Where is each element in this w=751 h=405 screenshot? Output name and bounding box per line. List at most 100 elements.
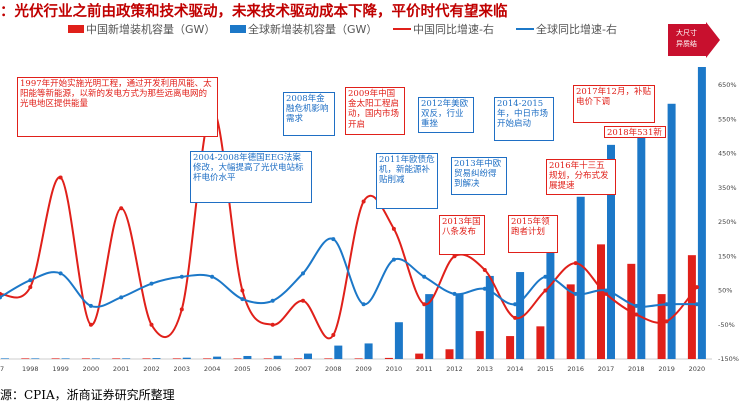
annotation-2018: 2018年531新政 [604,126,666,138]
legend-china-capacity: 中国新增装机容量（GW） [86,22,215,36]
point-global-2004 [210,274,215,279]
point-global-2008 [331,237,336,242]
point-china-2012 [452,254,457,259]
annotation-2013-policy: 2013年国八条发布 [439,215,485,255]
point-china-2016 [573,261,578,266]
bar-global-97 [1,358,9,359]
point-china-2011 [422,302,427,307]
point-global-2010 [391,257,396,262]
bar-china-2013 [475,331,484,359]
bar-global-2005 [243,355,252,359]
bar-global-2011 [425,294,434,359]
bar-china-2007 [294,358,302,359]
bar-china-1999 [51,358,60,359]
point-global-2020 [694,302,699,307]
point-china-2003 [179,307,184,312]
point-global-2002 [149,281,154,286]
legend-swatch-china-capacity [68,25,84,33]
point-china-2008 [331,333,336,338]
point-china-2007 [301,298,305,303]
x-tick-2010: 2010 [386,365,403,373]
x-tick-97: 97 [0,365,4,373]
legend-swatch-global-capacity [230,25,246,33]
x-tick-2006: 2006 [264,365,281,373]
point-china-2002 [149,322,154,327]
right-tick-2: 450% [718,150,737,158]
bar-global-2002 [152,358,161,359]
x-tick-2000: 2000 [83,365,100,373]
right-tick-6: 50% [718,287,732,295]
arrow-badge-text-2: 异质结 [676,39,697,48]
bar-global-2015 [546,250,555,359]
right-tick-4: 250% [718,218,737,226]
point-china-97 [0,291,2,296]
annotation-2009: 2009年中国金太阳工程启动，国内市场开启 [345,87,405,135]
bar-china-2008 [324,358,333,359]
point-global-2012 [452,291,457,296]
legend-global-growth: 全球同比增速-右 [536,22,617,36]
point-china-2005 [240,288,245,293]
bar-china-2001 [112,358,121,359]
annotation-2011: 2011年欧债危机，新能源补贴削减 [376,153,438,209]
bar-global-2019 [667,103,676,359]
bar-china-2006 [263,358,272,359]
bar-china-2014 [506,336,515,359]
point-global-2011 [422,274,427,279]
point-global-1999 [58,271,63,276]
point-global-2013 [482,286,487,291]
x-tick-2013: 2013 [477,365,494,373]
x-tick-2020: 2020 [689,365,706,373]
annotation-2004-2008: 2004-2008年德国EEG法案修改，大幅提高了光伏电站标杆电价水平 [190,151,312,203]
bar-china-2015 [536,326,545,359]
point-china-2019 [664,319,669,324]
bar-china-2005 [233,358,242,359]
point-global-2006 [270,298,275,303]
bar-global-2000 [91,358,100,359]
point-global-2014 [513,302,518,307]
bar-global-2010 [394,322,403,359]
point-china-2000 [88,322,93,327]
bar-china-2004 [203,358,212,359]
annotation-2012: 2012年美欧双反，行业重挫 [418,97,474,133]
point-global-2000 [88,303,93,308]
point-global-2001 [119,295,124,300]
x-tick-2003: 2003 [174,365,191,373]
x-tick-2016: 2016 [567,365,584,373]
bar-global-2013 [485,275,494,359]
point-global-2016 [573,291,578,296]
bar-china-2017 [597,244,605,359]
point-global-2018 [634,303,639,308]
bar-china-2000 [81,358,90,359]
bar-china-2011 [415,353,424,359]
x-tick-1999: 1999 [52,365,69,373]
bar-global-2007 [304,353,312,359]
point-china-1998 [28,285,33,290]
line-china-growth [0,107,698,340]
right-tick-0: 650% [718,81,737,89]
bar-global-2009 [364,343,373,359]
bar-china-2012 [445,349,454,359]
chart: 中国新增装机容量（GW） 全球新增装机容量（GW） 中国同比增速-右 全球同比增… [0,22,739,373]
point-china-2013 [482,267,487,272]
x-tick-2012: 2012 [446,365,463,373]
bar-global-2008 [334,345,343,359]
bar-china-2003 [172,358,181,359]
bar-global-2004 [213,356,222,359]
bar-global-2016 [576,196,585,359]
point-global-97 [0,295,2,300]
annotation-2015: 2015年领跑者计划 [508,215,558,253]
point-china-2009 [361,199,366,204]
point-global-2015 [543,274,548,279]
bar-global-2020 [697,67,706,359]
x-tick-2004: 2004 [204,365,221,373]
bar-china-2019 [657,294,666,359]
legend-china-growth: 中国同比增速-右 [413,22,494,36]
point-global-2003 [179,274,184,279]
annotation-2017: 2017年12月，补贴电价下调 [573,85,655,123]
source-note: 源：CPIA，浙商证券研究所整理 [0,388,175,402]
legend: 中国新增装机容量（GW） 全球新增装机容量（GW） 中国同比增速-右 全球同比增… [68,22,617,36]
point-china-2010 [391,226,396,231]
bar-global-1999 [61,358,70,359]
point-global-2019 [664,302,669,307]
bar-global-2006 [273,355,282,359]
